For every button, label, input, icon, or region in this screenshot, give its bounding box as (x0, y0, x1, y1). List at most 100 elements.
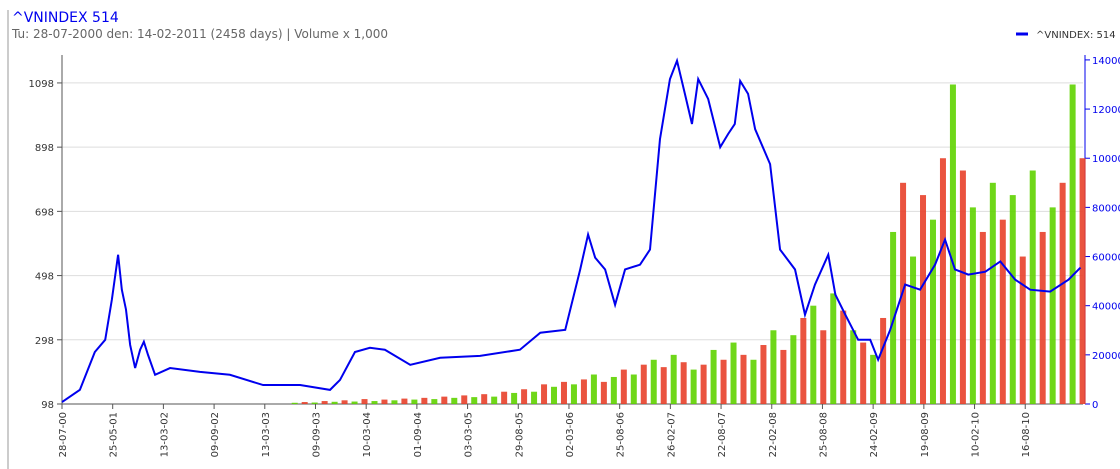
volume-bar (680, 362, 687, 404)
volume-bar (491, 396, 498, 404)
chart-title: ^VNINDEX 514 (12, 10, 119, 26)
x-tick-label: 26-02-07 (666, 412, 677, 457)
volume-bar (650, 359, 657, 404)
y-tick-label: 1098 (29, 79, 54, 90)
volume-bar (989, 182, 996, 404)
volume-bar (501, 391, 508, 404)
volume-bar (361, 399, 368, 404)
volume-bar (840, 310, 847, 404)
volume-bar (929, 219, 936, 404)
x-tick-label: 16-08-10 (1021, 412, 1032, 457)
volume-bar (291, 402, 298, 404)
volume-bar (1059, 182, 1066, 404)
y2-tick-label: 0 (1092, 400, 1098, 411)
volume-bar (570, 384, 577, 404)
volume-bar (710, 349, 717, 404)
y2-tick-label: 140000 (1092, 56, 1120, 67)
x-tick-label: 22-02-08 (768, 412, 779, 457)
volume-bar (321, 401, 328, 404)
chart-subtitle: Tu: 28-07-2000 den: 14-02-2011 (2458 day… (11, 27, 388, 41)
volume-bar (939, 158, 946, 404)
volume-bar (720, 359, 727, 404)
volume-bar (600, 381, 607, 404)
volume-bar (421, 397, 428, 404)
volume-bar (471, 397, 478, 404)
x-tick-label: 01-09-04 (413, 412, 424, 457)
volume-bar (750, 359, 757, 404)
y2-tick-label: 120000 (1092, 105, 1120, 116)
volume-bar (511, 392, 518, 404)
volume-bar (1009, 195, 1016, 404)
volume-bar (870, 354, 877, 404)
x-tick-label: 09-09-02 (210, 412, 221, 457)
volume-bar (999, 219, 1006, 404)
volume-bar (620, 369, 627, 404)
volume-bar (880, 317, 887, 404)
volume-bar (740, 354, 747, 404)
volume-bar (860, 342, 867, 404)
volume-bar (630, 374, 637, 404)
volume-bar (451, 397, 458, 404)
x-tick-label: 13-03-03 (261, 412, 272, 457)
y-tick-label: 698 (35, 207, 54, 218)
volume-bar (790, 335, 797, 404)
volume-bar (531, 391, 538, 404)
y-tick-label: 498 (35, 272, 54, 283)
volume-bar (969, 207, 976, 404)
x-tick-label: 25-05-01 (109, 412, 120, 457)
volume-bar (830, 293, 837, 404)
volume-bar (770, 330, 777, 404)
volume-bar (949, 84, 956, 405)
legend-label: ^VNINDEX: 514 (1036, 30, 1116, 41)
y2-tick-label: 80000 (1092, 203, 1120, 214)
volume-bar (910, 256, 917, 404)
volume-bar (1019, 256, 1026, 404)
x-tick-label: 29-08-05 (514, 412, 525, 457)
volume-bar (1079, 158, 1086, 404)
x-tick-label: 03-03-05 (464, 412, 475, 457)
x-tick-label: 19-08-09 (920, 412, 931, 457)
volume-bar (371, 401, 378, 404)
volume-bar (800, 317, 807, 404)
volume-bar (311, 402, 318, 404)
x-tick-label: 25-08-06 (616, 412, 627, 457)
volume-bar (481, 394, 488, 404)
volume-bar (331, 401, 338, 404)
volume-bar (341, 400, 348, 404)
volume-bar (441, 396, 448, 404)
volume-bar (461, 395, 468, 404)
x-tick-label: 25-08-08 (818, 412, 829, 457)
volume-bar (730, 342, 737, 404)
y2-tick-label: 40000 (1092, 302, 1120, 313)
volume-bar (431, 399, 438, 404)
volume-bar (1069, 84, 1076, 405)
y2-tick-label: 100000 (1092, 154, 1120, 165)
volume-bar (541, 384, 548, 404)
y2-tick-label: 60000 (1092, 253, 1120, 264)
x-tick-label: 28-07-00 (58, 412, 69, 457)
volume-bar (670, 354, 677, 404)
volume-bar (301, 402, 308, 404)
y-tick-label: 298 (35, 336, 54, 347)
volume-bar (979, 231, 986, 404)
x-tick-label: 10-03-04 (362, 412, 373, 457)
x-tick-label: 02-03-06 (565, 412, 576, 457)
volume-bar (959, 170, 966, 404)
volume-bar (391, 400, 398, 404)
volume-bar (640, 364, 647, 404)
volume-bar (1029, 170, 1036, 404)
volume-bar (590, 374, 597, 404)
x-tick-label: 22-08-07 (717, 412, 728, 457)
volume-bar (411, 399, 418, 404)
volume-bar (381, 399, 388, 404)
volume-bar (920, 195, 927, 404)
volume-bar (1039, 231, 1046, 404)
index-line (61, 57, 1082, 403)
volume-bar (820, 330, 827, 404)
volume-bar (780, 349, 787, 404)
x-tick-label: 13-03-02 (159, 412, 170, 457)
volume-bar (610, 376, 617, 404)
y-tick-label: 898 (35, 143, 54, 154)
x-tick-label: 24-02-09 (869, 412, 880, 457)
